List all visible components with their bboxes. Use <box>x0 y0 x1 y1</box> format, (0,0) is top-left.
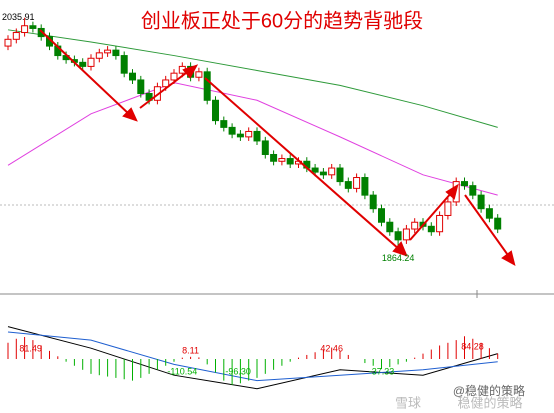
candle-body <box>261 140 269 155</box>
candle-body <box>120 55 128 74</box>
candle-body <box>469 185 477 196</box>
candle-body <box>137 79 145 95</box>
candle-body <box>378 208 385 223</box>
moving-average <box>7 29 498 128</box>
macd-annotation: -37.33 <box>369 366 395 376</box>
candle-body <box>37 27 45 38</box>
candle-body <box>369 194 377 210</box>
candle-body <box>336 167 344 183</box>
candle-body <box>12 32 20 40</box>
macd-annotation: 42.46 <box>320 343 343 353</box>
candle-body <box>427 225 435 233</box>
candle-body <box>353 177 361 189</box>
candle-body <box>87 57 95 67</box>
arrow <box>464 194 511 259</box>
watermark-author: 稳健的策略 <box>457 395 522 410</box>
candle-body <box>220 120 228 128</box>
candle-body <box>461 181 468 187</box>
candle-body <box>386 221 394 233</box>
arrows <box>39 29 516 266</box>
arrow-head <box>501 250 516 266</box>
candle-body <box>444 201 452 216</box>
macd-line <box>7 331 498 382</box>
watermark-handle: @稳健的策略 <box>453 383 525 398</box>
candle-body <box>236 133 244 138</box>
arrow <box>139 69 191 109</box>
candle-body <box>195 71 203 78</box>
candle-body <box>4 38 12 47</box>
arrow-head <box>122 107 138 122</box>
candle-body <box>29 25 37 29</box>
macd-line <box>7 326 498 390</box>
candle-body <box>494 217 502 230</box>
macd-annotation: -110.54 <box>167 366 197 376</box>
candle-body <box>162 79 170 88</box>
high-label: 2035.91 <box>2 12 35 22</box>
macd-annotation: 81.49 <box>19 343 42 353</box>
candle-body <box>79 61 87 67</box>
candle-body <box>278 158 286 162</box>
candle-body <box>95 52 103 59</box>
moving-average <box>7 82 498 196</box>
arrow-head <box>445 183 459 200</box>
candle-body <box>245 130 253 138</box>
macd-annotation: 84.28 <box>461 341 484 351</box>
arrow <box>204 77 401 251</box>
candle-body <box>411 221 419 230</box>
candle-body <box>270 153 278 162</box>
watermark-site: 雪球 <box>395 395 421 410</box>
candle-body <box>311 167 319 173</box>
candle-body <box>21 25 29 34</box>
arrow <box>39 29 131 116</box>
macd-annotation: 8.11 <box>182 345 199 355</box>
candle-body <box>485 208 493 219</box>
candle-body <box>286 158 294 165</box>
candle-body <box>129 72 136 81</box>
candle-body <box>436 214 444 233</box>
candle-body <box>203 71 211 101</box>
macd-annotation: -96.30 <box>225 366 251 376</box>
arrow-head <box>182 64 199 79</box>
candle-body <box>477 194 485 210</box>
candle-body <box>253 130 261 142</box>
arrow-head <box>392 241 408 257</box>
candle-body <box>344 181 352 189</box>
candle-body <box>319 171 327 176</box>
candle-body <box>361 177 369 196</box>
candle-body <box>170 72 178 81</box>
chart-title: 创业板正处于60分的趋势背驰段 <box>141 9 423 32</box>
candle-body <box>212 99 219 122</box>
candle-body <box>112 49 120 57</box>
candle-body <box>104 49 112 54</box>
candle-body <box>402 228 410 241</box>
candle-body <box>394 231 402 241</box>
candle-body <box>328 167 336 176</box>
arrow <box>409 191 453 241</box>
candle-body <box>228 126 236 135</box>
low-label: 1864.24 <box>382 253 415 263</box>
